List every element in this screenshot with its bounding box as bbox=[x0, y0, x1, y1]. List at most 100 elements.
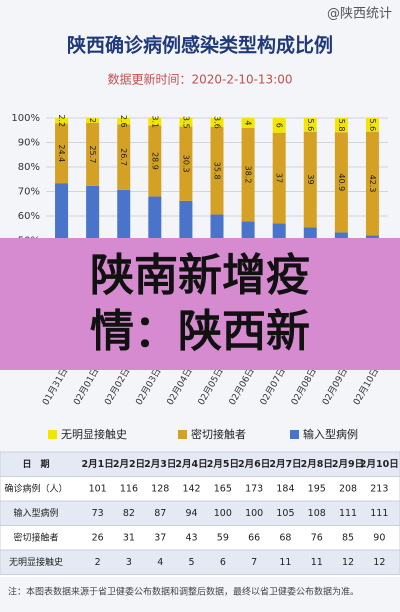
value-label: 24.4 bbox=[57, 144, 66, 162]
table-cell: 66 bbox=[248, 532, 260, 543]
value-label: 42.3 bbox=[368, 175, 377, 193]
value-label: 30.3 bbox=[181, 155, 190, 173]
table-cell: 37 bbox=[154, 532, 166, 543]
table-cell: 26 bbox=[92, 532, 104, 543]
y-tick-label: 80% bbox=[18, 162, 40, 173]
value-label: 2 bbox=[88, 118, 97, 123]
table-cell: 2 bbox=[95, 557, 101, 568]
table-cell: 208 bbox=[339, 483, 357, 494]
legend-label: 密切接触者 bbox=[191, 427, 246, 441]
bar-segment bbox=[55, 118, 69, 124]
table-cell: 173 bbox=[245, 483, 263, 494]
y-tick-label: 70% bbox=[18, 187, 40, 198]
table-cell: 日 期 bbox=[22, 458, 49, 470]
bar-segment bbox=[86, 118, 100, 123]
bar-segment bbox=[148, 118, 162, 126]
table-cell: 2月8日 bbox=[301, 459, 333, 470]
bar-segment bbox=[365, 118, 379, 132]
table-cell: 213 bbox=[370, 483, 388, 494]
y-tick-label: 90% bbox=[18, 138, 40, 149]
table-cell: 111 bbox=[370, 508, 388, 519]
table-cell: 76 bbox=[311, 532, 323, 543]
bar-segment bbox=[365, 131, 379, 236]
bar-segment bbox=[117, 118, 131, 125]
table-cell: 31 bbox=[123, 532, 135, 543]
value-label: 5.6 bbox=[368, 118, 377, 131]
bar-segment bbox=[148, 125, 162, 197]
table-cell: 7 bbox=[251, 557, 257, 568]
value-label: 40.9 bbox=[337, 173, 346, 191]
table-cell: 2月6日 bbox=[238, 459, 270, 470]
table-cell: 111 bbox=[339, 508, 357, 519]
table-cell: 94 bbox=[186, 508, 198, 519]
table-cell: 2月2日 bbox=[113, 459, 145, 470]
legend-swatch bbox=[290, 430, 299, 439]
table-cell: 73 bbox=[92, 508, 104, 519]
footnote: 注：本图表数据来源于省卫健委公布数据和调整后数据，最终以省卫健委公布数据为准。 bbox=[8, 586, 359, 598]
legend-label: 无明显接触史 bbox=[61, 427, 127, 441]
headline: 陕南新增疫情：陕西新 bbox=[90, 250, 310, 357]
table-cell: 184 bbox=[276, 483, 294, 494]
bar-segment bbox=[210, 118, 224, 127]
value-label: 3.1 bbox=[150, 115, 159, 128]
y-tick-label: 100% bbox=[11, 113, 40, 124]
bar-segment bbox=[241, 118, 255, 128]
y-tick-label: 60% bbox=[18, 211, 40, 222]
legend-label: 输入型病例 bbox=[303, 427, 358, 441]
table-cell: 11 bbox=[279, 557, 291, 568]
table-cell: 142 bbox=[182, 483, 200, 494]
table-cell: 确诊病例（人） bbox=[4, 482, 67, 494]
overlay: 陕南新增疫情：陕西新 bbox=[0, 238, 400, 370]
table-cell: 5 bbox=[189, 557, 195, 568]
bar-segment bbox=[303, 131, 317, 228]
table-cell: 2月10日 bbox=[360, 459, 399, 470]
value-label: 26.7 bbox=[119, 148, 128, 166]
bar-segment bbox=[55, 123, 69, 184]
value-label: 5.6 bbox=[306, 118, 315, 131]
chart-subtitle: 数据更新时间：2020-2-10-13:00 bbox=[107, 72, 292, 87]
table-cell: 2月4日 bbox=[175, 459, 207, 470]
legend-swatch bbox=[178, 430, 187, 439]
table-cell: 85 bbox=[342, 532, 354, 543]
table-cell: 12 bbox=[342, 557, 354, 568]
bar-segment bbox=[86, 122, 100, 186]
value-label: 28.9 bbox=[150, 152, 159, 170]
table-cell: 165 bbox=[214, 483, 232, 494]
table-cell: 43 bbox=[186, 532, 198, 543]
value-label: 2.6 bbox=[119, 115, 128, 128]
bar-segment bbox=[303, 118, 317, 132]
legend-swatch bbox=[48, 430, 57, 439]
table-row bbox=[0, 525, 400, 551]
table-cell: 11 bbox=[311, 557, 323, 568]
table-cell: 密切接触者 bbox=[13, 531, 58, 543]
table-cell: 90 bbox=[373, 532, 385, 543]
bar-segment bbox=[179, 126, 193, 201]
value-label: 37 bbox=[275, 173, 284, 183]
value-label: 25.7 bbox=[88, 145, 97, 163]
table-cell: 2月9日 bbox=[332, 459, 364, 470]
table-cell: 82 bbox=[123, 508, 135, 519]
table-cell: 105 bbox=[276, 508, 294, 519]
chart-title: 陕西确诊病例感染类型构成比例 bbox=[67, 34, 333, 57]
table-cell: 2月5日 bbox=[207, 459, 239, 470]
table-cell: 101 bbox=[89, 483, 107, 494]
table-cell: 116 bbox=[120, 483, 138, 494]
table-cell: 128 bbox=[151, 483, 169, 494]
value-label: 38.2 bbox=[244, 166, 253, 184]
value-label: 2.2 bbox=[57, 114, 66, 127]
table-cell: 2月3日 bbox=[144, 459, 176, 470]
bar-segment bbox=[117, 124, 131, 190]
value-label: 3.6 bbox=[213, 116, 222, 129]
table-cell: 108 bbox=[308, 508, 326, 519]
watermark: @陕西统计 bbox=[327, 7, 392, 22]
table-cell: 4 bbox=[157, 557, 163, 568]
bar-segment bbox=[334, 118, 348, 133]
bar-segment bbox=[241, 127, 255, 222]
table-cell: 68 bbox=[279, 532, 291, 543]
value-label: 4 bbox=[244, 120, 253, 125]
table-cell: 无明显接触史 bbox=[9, 556, 63, 568]
table-cell: 3 bbox=[126, 557, 132, 568]
table-row bbox=[0, 476, 400, 502]
value-label: 6 bbox=[275, 123, 284, 128]
